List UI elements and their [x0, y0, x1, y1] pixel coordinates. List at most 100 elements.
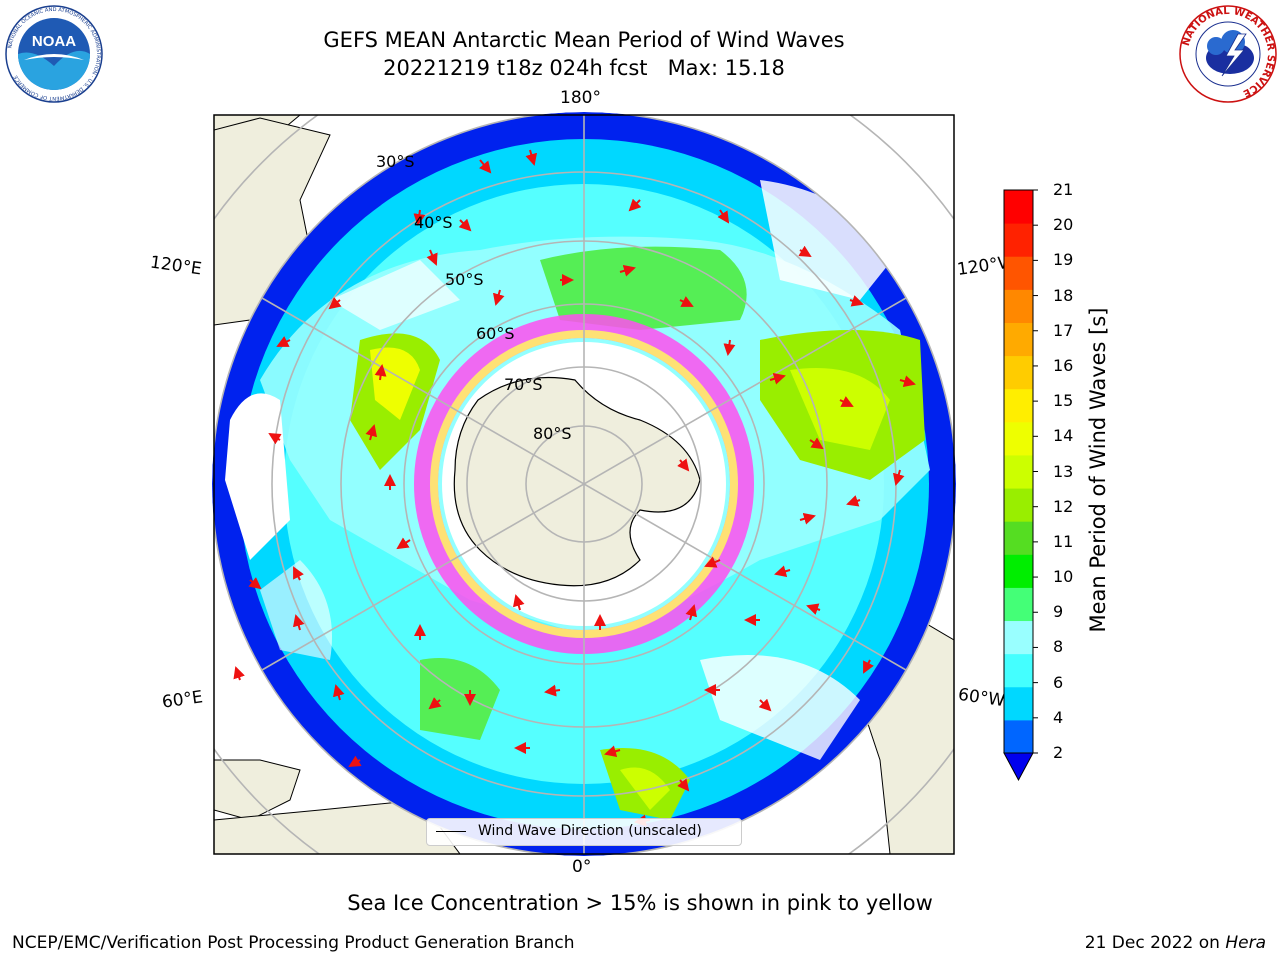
map-legend: Wind Wave Direction (unscaled)	[426, 818, 742, 846]
wind-wave-arrow	[799, 512, 816, 525]
colorbar-tick-label: 21	[1053, 180, 1074, 199]
wind-wave-arrow	[492, 289, 505, 306]
wind-wave-arrow	[774, 565, 791, 578]
svg-text:NOAA: NOAA	[32, 33, 76, 50]
colorbar-swatch	[1004, 421, 1033, 456]
wind-wave-arrow	[268, 432, 282, 445]
colorbar-tick-label: 6	[1053, 672, 1064, 692]
legend-label: Wind Wave Direction (unscaled)	[478, 823, 702, 839]
colorbar-tick-label: 13	[1053, 461, 1074, 481]
colorbar-tick-label: 15	[1053, 391, 1074, 411]
map-frame	[213, 114, 955, 855]
colorbar-swatch	[1004, 488, 1033, 522]
wind-wave-arrow	[512, 594, 525, 611]
colorbar-tick-label: 20	[1053, 215, 1074, 235]
chart-title: GEFS MEAN Antarctic Mean Period of Wind …	[323, 28, 845, 52]
wind-wave-arrow	[248, 577, 262, 590]
wind-wave-arrow	[544, 684, 561, 697]
colorbar-swatch	[1004, 190, 1033, 224]
wind-wave-arrow	[809, 437, 824, 450]
footer-date: 21 Dec 2022 on Hera	[1085, 933, 1266, 953]
colorbar-swatch	[1004, 289, 1033, 323]
wind-wave-arrow	[685, 604, 698, 621]
wind-wave-arrow	[365, 424, 378, 441]
colorbar-swatch	[1004, 620, 1033, 655]
wind-wave-arrow	[758, 698, 772, 712]
wind-wave-arrow	[233, 666, 245, 681]
colorbar-swatch	[1004, 355, 1033, 390]
lat-label: 30°S	[376, 152, 415, 171]
lat-label: 70°S	[504, 375, 543, 394]
wind-wave-arrow	[677, 778, 690, 792]
lat-label: 80°S	[533, 424, 572, 443]
lat-label: 60°S	[476, 324, 515, 343]
wind-wave-arrow	[619, 264, 636, 277]
chart-subtitle: 20221219 t18z 024h fcst Max: 15.18	[383, 56, 785, 80]
colorbar-swatch	[1004, 256, 1033, 290]
wind-wave-arrow	[723, 339, 736, 356]
wind-wave-arrow	[413, 209, 426, 226]
wind-wave-arrow	[628, 198, 642, 212]
wind-wave-arrow	[717, 209, 730, 224]
colorbar-tick-label: 4	[1053, 707, 1064, 727]
colorbar-tick-label: 11	[1053, 531, 1074, 551]
wind-wave-arrow	[332, 684, 345, 701]
colorbar-tick-label: 10	[1053, 567, 1074, 587]
lat-label: 40°S	[414, 213, 453, 232]
colorbar-swatch	[1004, 521, 1033, 555]
colorbar-swatch	[1004, 554, 1033, 588]
colorbar-swatch	[1004, 719, 1033, 754]
wind-wave-arrow	[478, 159, 492, 174]
wind-wave-arrow	[899, 375, 916, 388]
colorbar-tick-label: 14	[1053, 426, 1074, 446]
colorbar	[1003, 189, 1038, 782]
footer-credit: NCEP/EMC/Verification Post Processing Pr…	[12, 933, 575, 953]
wind-wave-arrow	[863, 659, 874, 674]
colorbar-tick-label: 12	[1053, 496, 1074, 516]
wind-wave-arrow	[458, 218, 472, 232]
nws-logo: NATIONAL WEATHER SERVICE	[1179, 5, 1277, 103]
wind-wave-arrow	[604, 745, 621, 758]
antarctica-land	[453, 376, 701, 587]
wind-wave-arrow	[428, 697, 442, 710]
wind-wave-arrow	[348, 755, 362, 768]
wind-wave-arrow	[292, 614, 305, 631]
wind-wave-arrow	[426, 249, 438, 266]
noaa-logo: NOAA NATIONAL OCEANIC AND ATMOSPHERIC AD…	[5, 5, 103, 103]
south-africa-land	[214, 759, 301, 821]
colorbar-swatch	[1004, 587, 1033, 622]
footer-date-text: 21 Dec 2022 on	[1084, 933, 1226, 953]
colorbar-swatch	[1004, 388, 1033, 423]
colorbar-extend-arrow	[1003, 752, 1034, 782]
caption: Sea Ice Concentration > 15% is shown in …	[347, 891, 933, 915]
wind-wave-arrow	[293, 566, 304, 581]
colorbar-tick-label: 2	[1053, 743, 1064, 762]
colorbar-tick-label: 9	[1053, 602, 1064, 622]
wind-wave-arrow	[704, 556, 721, 568]
wind-wave-arrow	[798, 245, 812, 258]
wind-wave-arrow	[525, 149, 538, 166]
wind-wave-arrow	[846, 495, 861, 507]
lon-label-bottom: 0°	[572, 857, 592, 877]
wind-wave-arrow	[849, 295, 864, 307]
colorbar-tick-label: 16	[1053, 355, 1074, 375]
footer-machine: Hera	[1225, 933, 1266, 953]
wind-wave-arrows	[233, 149, 916, 827]
colorbar-swatch	[1004, 686, 1033, 721]
wind-wave-arrow	[892, 469, 905, 486]
colorbar-swatch	[1004, 454, 1033, 489]
wind-wave-arrow	[769, 372, 786, 385]
wind-wave-arrow	[806, 603, 821, 615]
colorbar-swatch	[1004, 653, 1033, 688]
wind-wave-arrow	[839, 396, 854, 407]
wind-wave-arrow	[677, 458, 690, 472]
wind-wave-arrow	[276, 336, 291, 347]
colorbar-tick-label: 18	[1053, 285, 1074, 305]
lat-label: 50°S	[445, 270, 484, 289]
colorbar-label: Mean Period of Wind Waves [s]	[1086, 307, 1110, 633]
colorbar-tick-label: 8	[1053, 637, 1064, 657]
colorbar-swatch	[1004, 322, 1033, 357]
colorbar-tick-label: 17	[1053, 320, 1074, 340]
wind-wave-arrow	[679, 296, 694, 307]
